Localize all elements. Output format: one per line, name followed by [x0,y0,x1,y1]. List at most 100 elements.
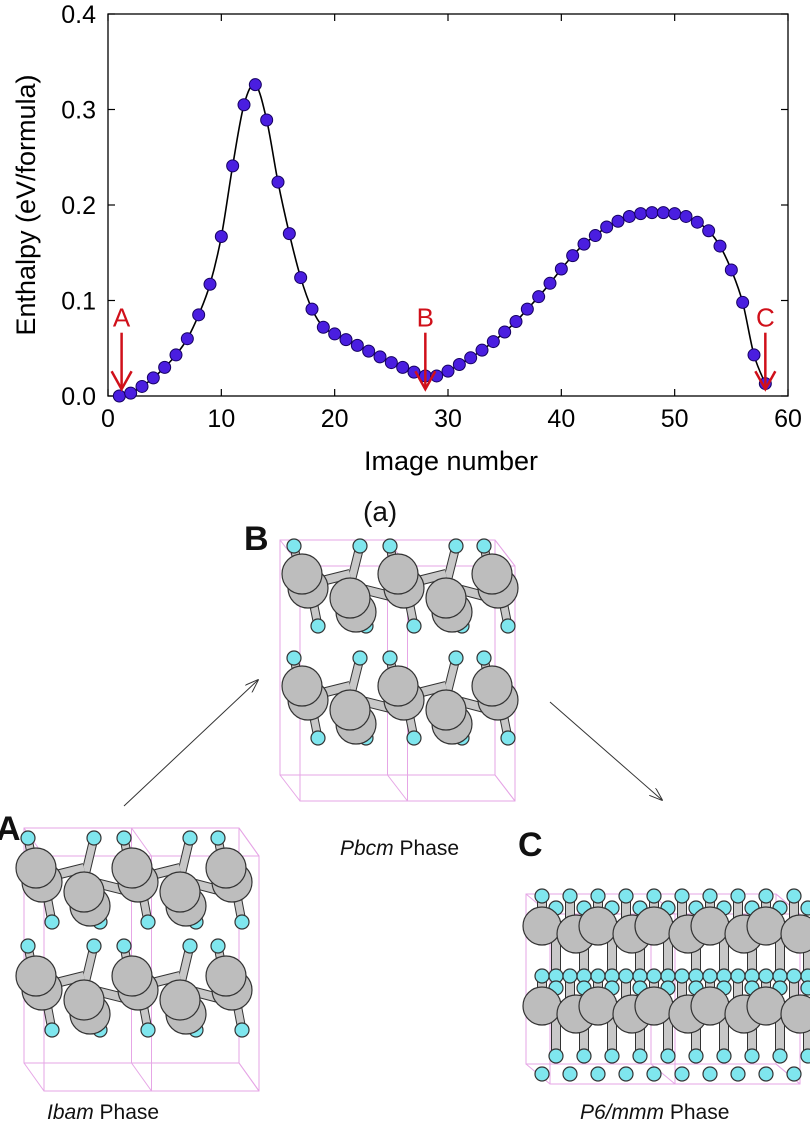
unit-cell-edge [238,1062,260,1092]
heavy-atom [425,689,467,731]
heavy-atom [690,986,730,1026]
hydrogen-atom [116,938,132,954]
hydrogen-atom [476,538,492,554]
heavy-atom [205,847,247,889]
hydrogen-atom [800,900,810,916]
data-point [294,271,308,285]
data-point [169,348,183,362]
hydrogen-atom [646,888,662,904]
plot-frame [107,13,789,397]
hydrogen-atom [534,968,550,984]
annotation-label: C [756,303,775,333]
hydrogen-atom [310,618,326,634]
heavy-atom [746,906,786,946]
heavy-atom [425,577,467,619]
data-point [588,229,602,243]
x-axis-label: Image number [364,446,538,476]
unit-cell-edge [494,539,516,567]
data-point [713,239,727,253]
data-point [362,344,376,358]
hydrogen-atom [562,1066,578,1082]
hydrogen-atom [406,618,422,634]
hydrogen-atom [448,538,464,554]
heavy-atom [578,986,618,1026]
hydrogen-atom [548,1048,564,1064]
heavy-atom [780,914,810,954]
data-point [464,351,478,365]
heavy-atom [63,979,105,1021]
hydrogen-atom [702,888,718,904]
heavy-atom [111,955,153,997]
hydrogen-atom [140,1022,156,1038]
hydrogen-atom [590,888,606,904]
annotation-label: B [417,303,434,333]
hydrogen-atom [786,968,802,984]
heavy-atom [15,847,57,889]
unit-cell-edge [387,774,408,802]
unit-cell-edge [131,1062,152,1092]
hydrogen-atom [674,968,690,984]
data-point [180,332,194,346]
hydrogen-atom [730,968,746,984]
data-point [486,335,500,349]
hydrogen-atom [44,914,60,930]
hydrogen-atom [688,1048,704,1064]
hydrogen-atom [730,1066,746,1082]
hydrogen-atom [210,830,226,846]
phase-caption-b: Pbcm Phase [340,837,459,861]
hydrogen-atom [562,888,578,904]
data-point [498,325,512,339]
phase-word-b: Phase [393,837,460,860]
phase-word-c: Phase [664,1101,730,1124]
hydrogen-atom [140,914,156,930]
data-point [622,209,636,223]
heavy-atom [522,986,562,1026]
x-tick-label: 60 [774,405,802,433]
panel-label-a: A [0,810,21,848]
annotation-arrow-head [414,370,437,392]
x-tick-label: 30 [434,405,462,433]
data-point [543,276,557,290]
data-point [656,206,670,220]
hydrogen-atom [758,968,774,984]
data-point [112,389,126,403]
data-point [600,220,614,234]
hydrogen-atom [86,938,102,954]
phase-name-a: Ibam [47,1101,94,1124]
heavy-atom [281,553,323,595]
hydrogen-atom [772,1048,788,1064]
data-point [452,357,466,371]
y-tick-label: 0.2 [61,192,96,220]
hydrogen-atom [744,1048,760,1064]
hydrogen-atom [210,938,226,954]
hydrogen-atom [44,1022,60,1038]
hydrogen-atom [562,968,578,984]
annotation-arrow-head [754,370,777,392]
data-point [384,356,398,370]
x-tick-label: 40 [547,405,575,433]
data-point [509,315,523,329]
hydrogen-atom [590,1066,606,1082]
hydrogen-atom [604,1048,620,1064]
data-point [146,371,160,385]
data-point [566,249,580,263]
x-tick-label: 50 [661,405,689,433]
data-point [702,224,716,238]
hydrogen-atom [382,538,398,554]
hydrogen-atom [716,1048,732,1064]
y-tick-label: 0.3 [61,97,96,125]
hydrogen-atom [758,1066,774,1082]
heavy-atom [522,906,562,946]
hydrogen-atom [646,968,662,984]
hydrogen-atom [182,830,198,846]
heavy-atom [634,906,674,946]
data-point [192,308,206,322]
data-point [634,207,648,221]
data-point [328,327,342,341]
hydrogen-atom [352,538,368,554]
data-point [611,214,625,228]
hydrogen-atom [646,1066,662,1082]
heavy-atom [780,994,810,1034]
hydrogen-atom [702,968,718,984]
data-point [305,302,319,316]
